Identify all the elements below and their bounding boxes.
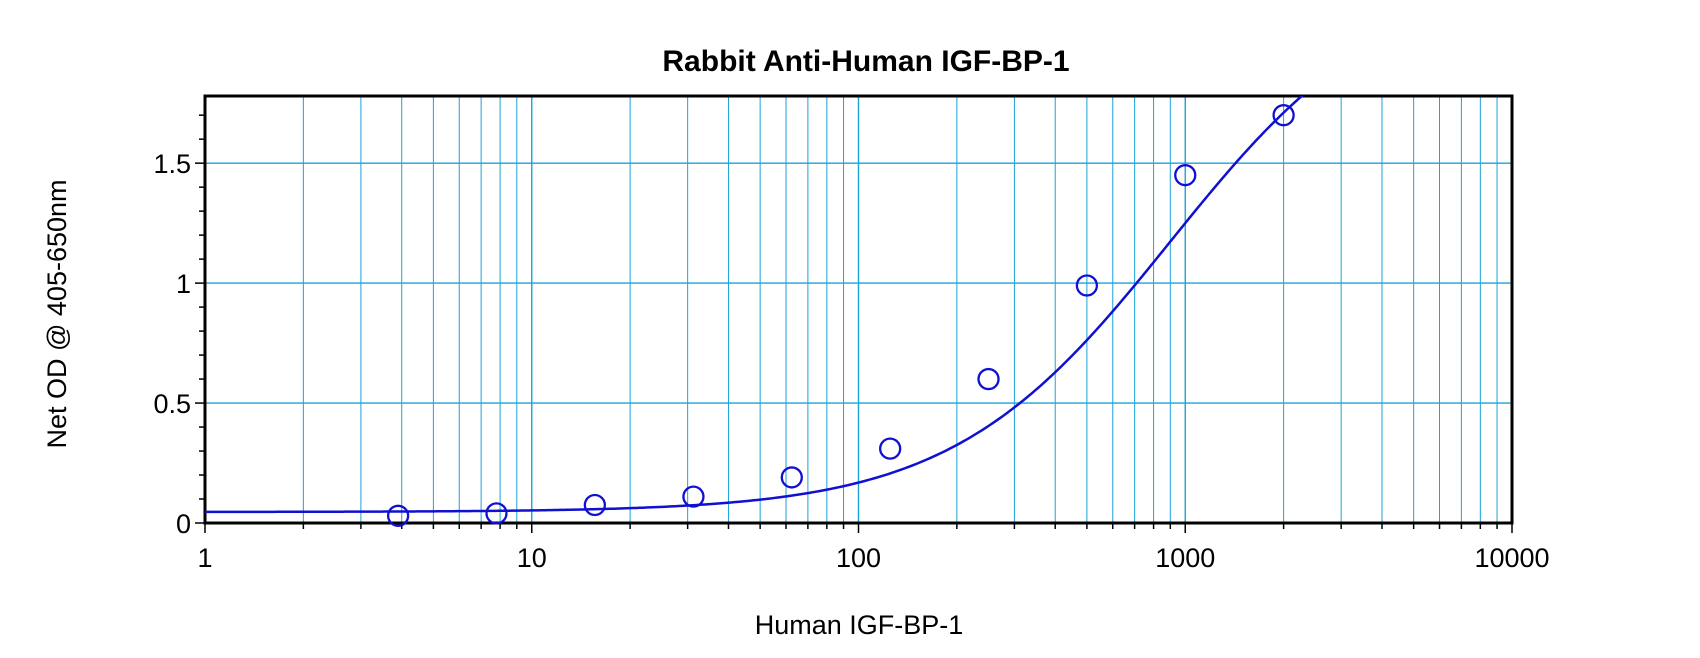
x-tick-label: 100: [836, 543, 881, 573]
plot-frame: [203, 94, 1514, 525]
y-axis-title: Net OD @ 405-650nm: [42, 179, 72, 448]
x-tick-label: 10000: [1474, 543, 1549, 573]
x-axis-title: Human IGF-BP-1: [755, 610, 964, 640]
grid: [205, 96, 1512, 523]
data-point: [780, 466, 803, 489]
axis-ticks: [195, 114, 1513, 533]
data-point: [1272, 104, 1295, 127]
data-point: [386, 504, 410, 527]
y-tick-label: 1: [176, 269, 191, 299]
data-points: [386, 104, 1295, 527]
data-point: [1075, 274, 1099, 297]
chart-title: Rabbit Anti-Human IGF-BP-1: [662, 45, 1069, 78]
data-point: [1174, 164, 1197, 187]
data-point: [879, 437, 902, 460]
data-point: [583, 493, 607, 517]
y-tick-label: 0.5: [153, 389, 191, 419]
x-tick-label: 1000: [1155, 543, 1215, 573]
x-tick-label: 1: [197, 543, 212, 573]
x-tick-label: 10: [517, 543, 547, 573]
fit-curve-layer: [205, 96, 1304, 514]
data-point: [977, 367, 1000, 391]
y-tick-label: 1.5: [153, 149, 191, 179]
data-point: [682, 485, 705, 508]
y-tick-label: 0: [176, 509, 191, 539]
fit-curve: [205, 96, 1304, 514]
tick-labels: 1 10 100 1000 10000 0 0.5 1 1.5: [153, 149, 1549, 573]
data-point: [485, 502, 508, 525]
